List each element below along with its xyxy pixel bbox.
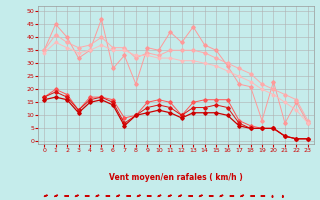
X-axis label: Vent moyen/en rafales ( km/h ): Vent moyen/en rafales ( km/h ) (109, 173, 243, 182)
